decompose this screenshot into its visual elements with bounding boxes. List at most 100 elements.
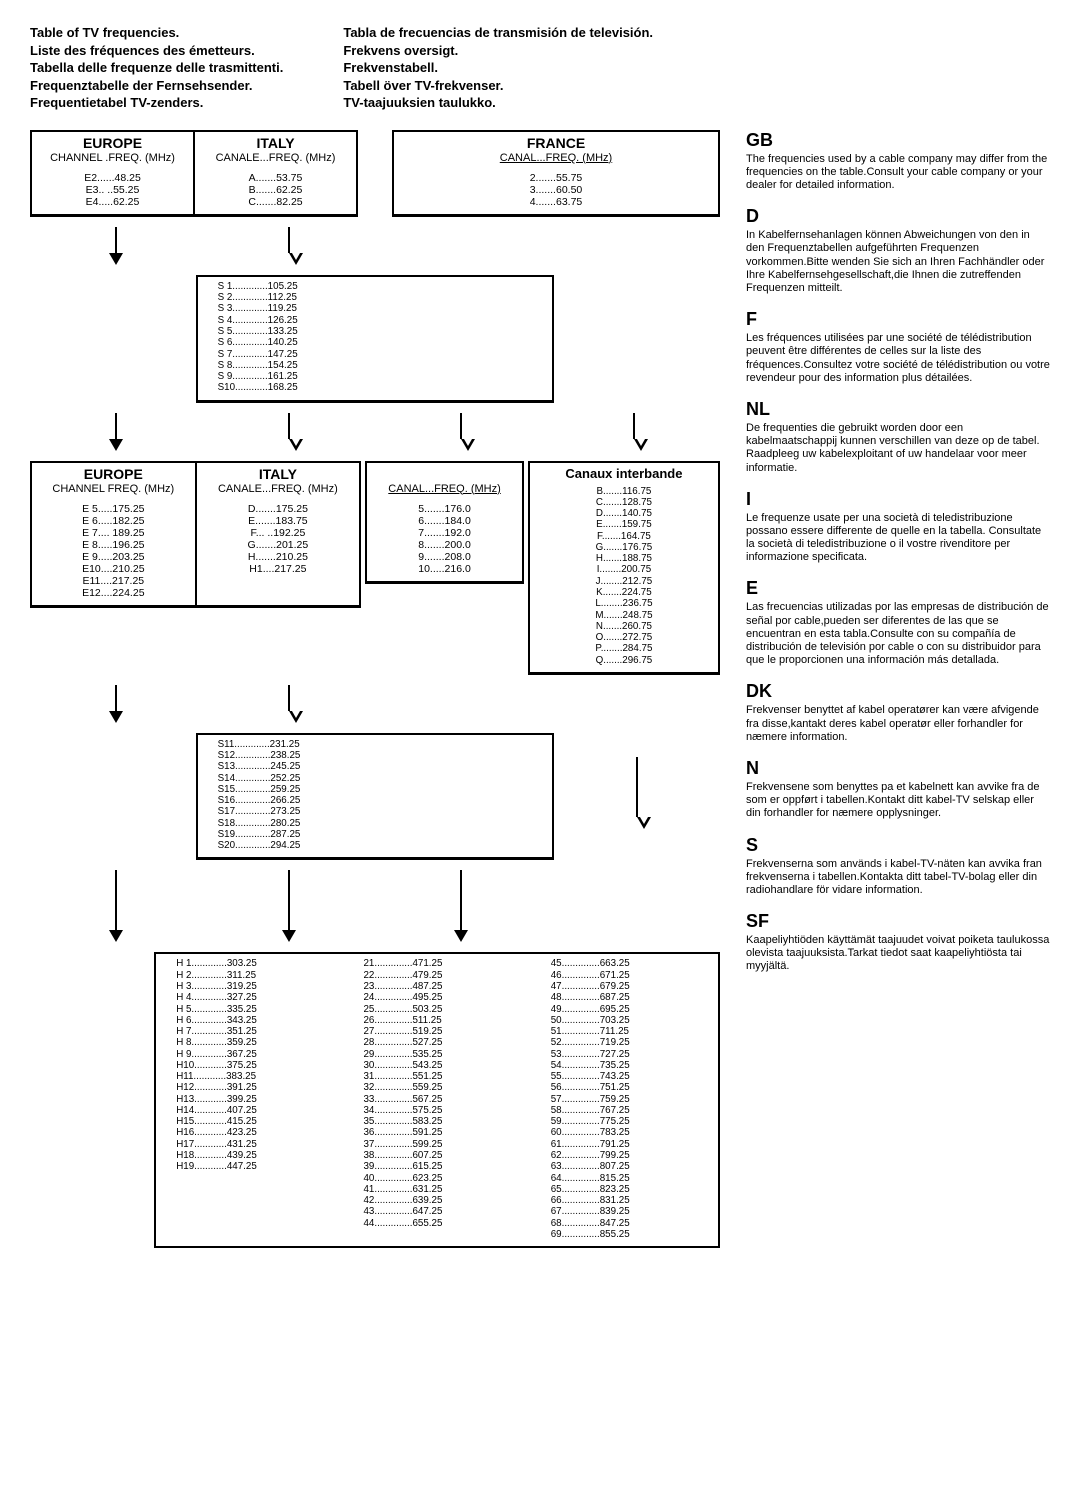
note-block: DKFrekvenser benyttet af kabel operatøre… [746, 681, 1050, 744]
band1-eur-rows: E2......48.25E3.. ..55.25E4.....62.25 [32, 168, 193, 214]
freq-line: H11............383.25 [176, 1071, 256, 1082]
band3-ita-sub: CANALE...FREQ. (MHz) [197, 483, 360, 499]
freq-line: 37..............599.25 [363, 1139, 442, 1150]
freq-line: 58..............767.25 [551, 1105, 630, 1116]
band3-fra-rows: 5.......176.06.......184.07.......192.08… [367, 499, 522, 581]
freq-line: E10....210.25 [82, 563, 144, 575]
sidebar-notes: GBThe frequencies used by a cable compan… [740, 130, 1050, 1254]
freq-line: B.......62.25 [249, 184, 303, 196]
titles-col-right: Tabla de frecuencias de transmisión de t… [343, 24, 653, 112]
note-heading: DK [746, 681, 1050, 702]
freq-line: 35..............583.25 [363, 1116, 442, 1127]
freq-line: E2......48.25 [84, 172, 141, 184]
freq-line: 2.......55.75 [530, 172, 583, 184]
freq-line: S 7.............147.25 [218, 349, 298, 360]
title-line: Tabla de frecuencias de transmisión de t… [343, 24, 653, 42]
freq-line: 9.......208.0 [418, 551, 471, 563]
freq-line: 8.......200.0 [418, 539, 471, 551]
freq-line: E 6.....182.25 [82, 515, 144, 527]
freq-line: 39..............615.25 [363, 1161, 442, 1172]
note-block: SFKaapeliyhtiöden käyttämät taajuudet vo… [746, 911, 1050, 974]
freq-line: C.......82.25 [248, 196, 302, 208]
freq-line: I........200.75 [597, 564, 651, 575]
freq-line: H 5.............335.25 [176, 1004, 257, 1015]
band3-ita-title: ITALY [197, 463, 360, 483]
freq-line: 24..............495.25 [363, 992, 442, 1003]
note-heading: S [746, 835, 1050, 856]
note-text: Frekvensene som benyttes pa et kabelnett… [746, 781, 1050, 821]
freq-line: N.......260.75 [596, 621, 652, 632]
freq-line: H 8.............359.25 [176, 1037, 257, 1048]
note-block: ILe frequenze usate per una società di t… [746, 489, 1050, 565]
band3-eur-title: EUROPE [32, 463, 195, 483]
band3-inter-rows: B.......116.75C.......128.75D.......140.… [530, 482, 718, 672]
band3-eur-rows: E 5.....175.25E 6.....182.25E 7.... 189.… [32, 499, 195, 606]
title-line: TV-taajuuksien taulukko. [343, 94, 653, 112]
freq-line: 66..............831.25 [551, 1195, 630, 1206]
freq-line: P........284.75 [595, 643, 652, 654]
note-block: GBThe frequencies used by a cable compan… [746, 130, 1050, 193]
arrow-open-icon [203, 409, 376, 455]
note-block: SFrekvenserna som används i kabel-TV-nät… [746, 835, 1050, 898]
freq-line: H1....217.25 [249, 563, 306, 575]
freq-line: S 1.............105.25 [218, 281, 298, 292]
freq-line: 38..............607.25 [363, 1150, 442, 1161]
freq-line: E 8.....196.25 [82, 539, 144, 551]
freq-line: 65..............823.25 [551, 1184, 630, 1195]
freq-line: S13.............245.25 [218, 761, 301, 772]
arrow-open-icon [548, 409, 721, 455]
freq-line: E12....224.25 [82, 587, 144, 599]
freq-line: 47..............679.25 [551, 981, 630, 992]
title-line: Tabell över TV-frekvenser. [343, 77, 653, 95]
freq-line: E 9.....203.25 [82, 551, 144, 563]
freq-line: S 3.............119.25 [218, 303, 297, 314]
freq-line: 46..............671.25 [551, 970, 630, 981]
freq-line: 3.......60.50 [530, 184, 583, 196]
note-heading: SF [746, 911, 1050, 932]
freq-line: K.......224.75 [596, 587, 652, 598]
freq-line: H15............415.25 [176, 1116, 257, 1127]
freq-line: 54..............735.25 [551, 1060, 630, 1071]
freq-line: S20.............294.25 [218, 840, 301, 851]
arrow-icon [203, 866, 376, 946]
freq-line: 27..............519.25 [363, 1026, 442, 1037]
freq-line: Q.......296.75 [596, 655, 653, 666]
freq-line: 21..............471.25 [363, 958, 442, 969]
freq-line: D.......140.75 [596, 508, 652, 519]
freq-line: 64..............815.25 [551, 1173, 630, 1184]
band3-eur-sub: CHANNEL FREQ. (MHz) [32, 483, 195, 499]
freq-line: H 4.............327.25 [176, 992, 257, 1003]
arrow-icon [30, 866, 203, 946]
arrow-icon [375, 866, 548, 946]
freq-line: H14............407.25 [176, 1105, 257, 1116]
freq-line: 49..............695.25 [551, 1004, 630, 1015]
sband2-box: S11.............231.25S12.............23… [196, 733, 555, 861]
freq-line: 57..............759.25 [551, 1094, 630, 1105]
note-heading: F [746, 309, 1050, 330]
note-block: FLes fréquences utilisées par une sociét… [746, 309, 1050, 385]
freq-line: C.......128.75 [596, 497, 652, 508]
note-text: De frequenties die gebruikt worden door … [746, 422, 1050, 475]
freq-line: H 6.............343.25 [176, 1015, 257, 1026]
freq-line: 22..............479.25 [363, 970, 442, 981]
freq-line: 36..............591.25 [363, 1127, 442, 1138]
freq-line: 55..............743.25 [551, 1071, 630, 1082]
note-heading: N [746, 758, 1050, 779]
band1-fra-rows: 2.......55.753.......60.504.......63.75 [394, 168, 718, 214]
arrow-icon [30, 409, 203, 455]
note-text: Les fréquences utilisées par une société… [746, 332, 1050, 385]
note-text: Frekvenser benyttet af kabel operatører … [746, 704, 1050, 744]
band3-ita-rows: D.......175.25E.......183.75F... ..192.2… [197, 499, 360, 581]
freq-line: 63..............807.25 [551, 1161, 630, 1172]
freq-line: 48..............687.25 [551, 992, 630, 1003]
freq-line: M.......248.75 [595, 610, 652, 621]
freq-line: 59..............775.25 [551, 1116, 630, 1127]
freq-line: 44..............655.25 [363, 1218, 442, 1229]
freq-line: G.......201.25 [248, 539, 309, 551]
band1-fra-title: FRANCE [394, 132, 718, 152]
arrow-open-icon [375, 409, 548, 455]
freq-line: H 1.............303.25 [176, 958, 257, 969]
freq-line: H10............375.25 [176, 1060, 257, 1071]
freq-line: D.......175.25 [248, 503, 308, 515]
note-heading: GB [746, 130, 1050, 151]
